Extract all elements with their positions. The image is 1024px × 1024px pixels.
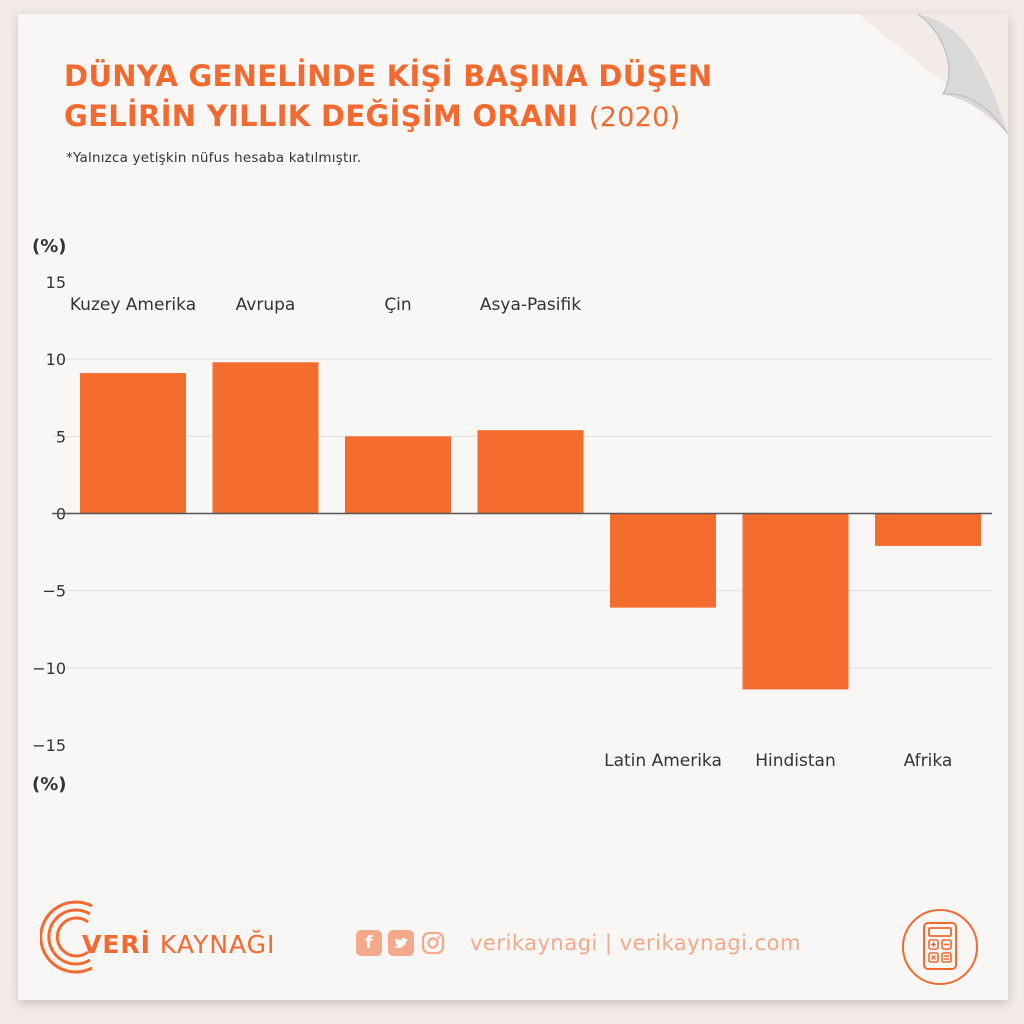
- category-label: Çin: [384, 295, 411, 315]
- brand-name-rest: KAYNAĞI: [150, 930, 276, 959]
- brand-name-bold: VERİ: [82, 930, 151, 959]
- bar: [80, 373, 186, 514]
- category-label: Avrupa: [236, 295, 296, 315]
- category-label: Asya-Pasifik: [480, 295, 581, 315]
- social-icons: f: [356, 930, 446, 956]
- title-line-2: GELİRİN YILLIK DEĞİŞİM ORANI: [64, 99, 579, 133]
- instagram-icon[interactable]: [420, 930, 446, 956]
- page-curl: [858, 14, 1008, 134]
- bar: [875, 513, 981, 546]
- y-tick-label: 5: [56, 427, 66, 446]
- title-line-1: DÜNYA GENELİNDE KİŞİ BAŞINA DÜŞEN: [64, 59, 713, 93]
- y-tick-label: −10: [32, 659, 66, 678]
- bar: [345, 436, 451, 514]
- brand-logo-icon: [40, 900, 93, 974]
- bar: [610, 513, 716, 608]
- y-tick-label: 15: [46, 273, 66, 292]
- category-label: Afrika: [904, 751, 953, 771]
- y-tick-label: −15: [32, 736, 66, 755]
- facebook-icon[interactable]: f: [356, 930, 382, 956]
- y-axis-unit-top: (%): [32, 236, 67, 257]
- brand-name: VERİ KAYNAĞI: [82, 930, 275, 959]
- y-axis-unit-bottom: (%): [32, 774, 67, 795]
- website-handle[interactable]: verikaynagi | verikaynagi.com: [470, 931, 801, 955]
- bar: [212, 362, 319, 514]
- chart-subtitle: *Yalnızca yetişkin nüfus hesaba katılmış…: [66, 150, 362, 166]
- chart-title: DÜNYA GENELİNDE KİŞİ BAŞINA DÜŞEN GELİRİ…: [64, 56, 712, 138]
- category-label: Kuzey Amerika: [70, 295, 196, 315]
- category-label: Latin Amerika: [604, 751, 722, 771]
- title-year: (2020): [588, 102, 681, 133]
- category-label: Hindistan: [755, 751, 836, 771]
- twitter-icon[interactable]: [388, 930, 414, 956]
- bar: [477, 430, 584, 514]
- y-tick-label: 10: [46, 350, 66, 369]
- y-tick-label: −5: [42, 582, 66, 601]
- calculator-icon: [902, 909, 978, 985]
- bar: [742, 513, 849, 690]
